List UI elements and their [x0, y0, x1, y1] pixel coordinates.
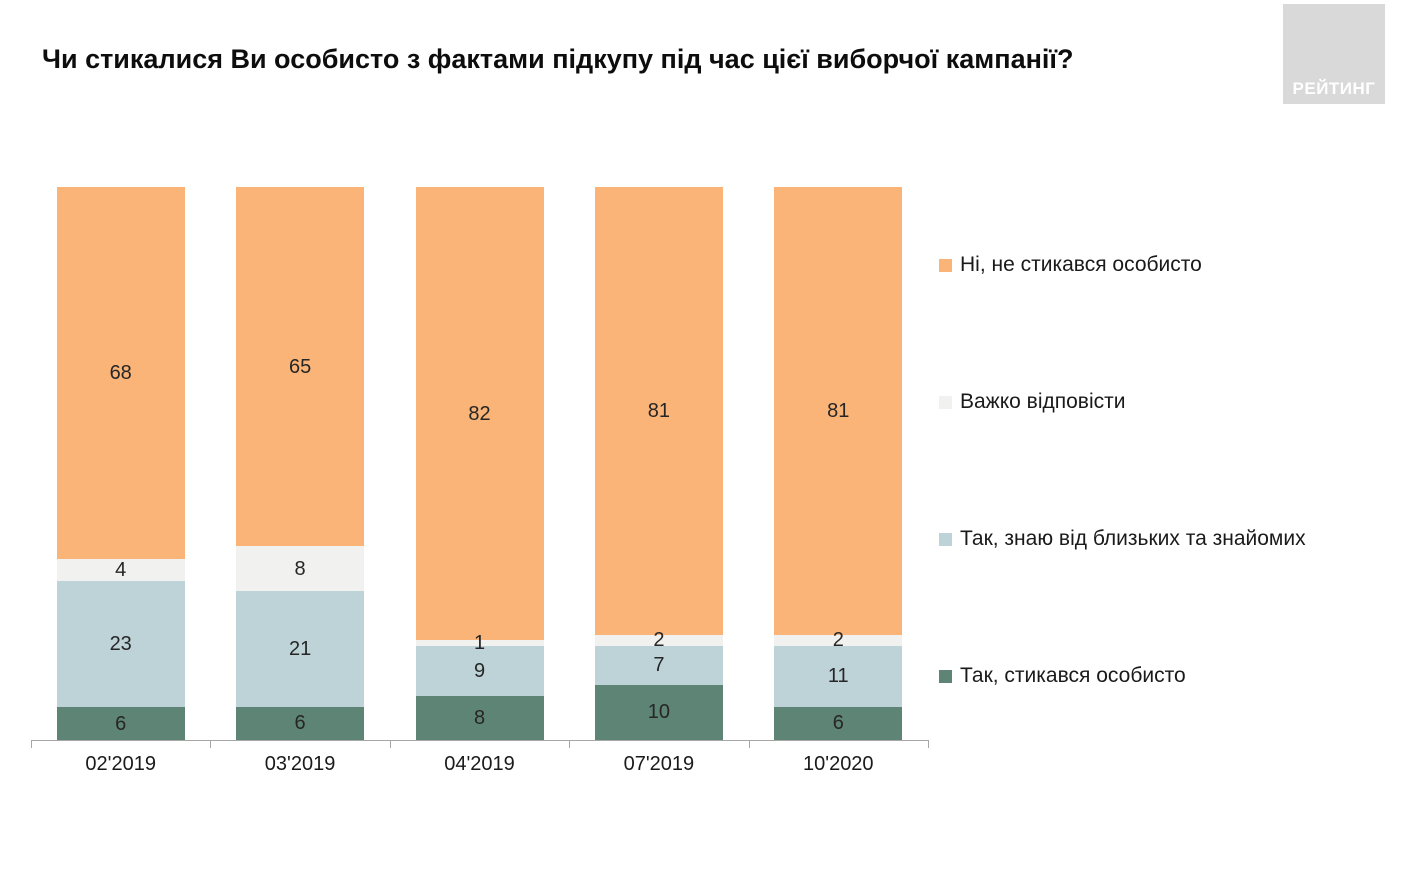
x-axis-tick	[748, 740, 750, 748]
bar-segment: 11	[774, 646, 903, 707]
segment-value-label: 4	[115, 559, 127, 582]
x-axis-tick	[928, 740, 929, 748]
segment-value-label: 81	[827, 399, 850, 422]
segment-value-label: 81	[647, 399, 671, 422]
bar-column: 6 23 4 68	[56, 187, 185, 740]
bar-segment: 82	[415, 187, 544, 641]
segment-value-label: 23	[109, 633, 132, 656]
x-axis-tick	[31, 740, 32, 748]
bar-column: 8 9 1 82	[415, 187, 544, 740]
legend-item: Так, знаю від близьких та знайомих	[939, 527, 1306, 551]
segment-value-label: 6	[115, 712, 127, 735]
segment-value-label: 7	[653, 654, 665, 677]
bar-segment: 81	[594, 187, 723, 635]
bar-segment: 6	[774, 706, 903, 740]
legend-item: Важко відповісти	[939, 390, 1125, 414]
bar-segment: 8	[415, 695, 544, 740]
legend-label: Так, стикався особисто	[960, 664, 1186, 687]
legend-swatch-icon	[939, 258, 952, 272]
segment-value-label: 82	[468, 402, 491, 425]
segment-value-label: 11	[827, 665, 849, 688]
segment-value-label: 21	[288, 637, 312, 660]
segment-value-label: 6	[294, 712, 306, 735]
x-axis-line	[31, 740, 929, 741]
x-axis-label: 03'2019	[264, 753, 336, 775]
segment-value-label: 9	[473, 659, 486, 682]
page-title: Чи стикалися Ви особисто з фактами підку…	[42, 44, 1074, 74]
x-axis-label: 07'2019	[623, 753, 695, 775]
bar-segment: 7	[594, 646, 723, 685]
legend-label: Важко відповісти	[960, 390, 1126, 413]
x-axis-label: 02'2019	[85, 753, 156, 775]
rating-logo-text: РЕЙТИНГ	[1292, 79, 1376, 98]
segment-value-label: 65	[288, 355, 312, 378]
legend-swatch-icon	[939, 395, 952, 409]
x-axis-label: 04'2019	[444, 753, 515, 775]
legend-item: Так, стикався особисто	[939, 664, 1186, 688]
bar-segment: 8	[236, 546, 365, 591]
x-axis-tick	[210, 740, 212, 748]
bar-segment: 68	[56, 187, 185, 560]
segment-value-label: 6	[832, 712, 844, 735]
segment-value-label: 8	[473, 706, 486, 729]
bar-segment: 6	[236, 706, 365, 740]
bar-segment: 2	[774, 630, 903, 650]
rating-logo: РЕЙТИНГ	[1283, 4, 1385, 104]
legend-swatch-icon	[939, 669, 952, 683]
legend-label: Так, знаю від близьких та знайомих	[960, 527, 1306, 550]
bar-segment: 65	[236, 187, 365, 547]
bar-segment: 9	[415, 646, 544, 696]
bar-column: 10 7 2 81	[594, 187, 723, 740]
legend-swatch-icon	[939, 532, 952, 546]
bar-segment: 81	[774, 187, 903, 635]
bar-segment: 2	[594, 630, 723, 650]
segment-value-label: 10	[647, 701, 671, 724]
bar-segment: 21	[236, 590, 365, 707]
legend-item: Ні, не стикався особисто	[939, 253, 1202, 277]
stacked-bar-chart: 6 23 4 68 6 21 8 65 8 9 1 82 10 7 2 81 6 11 2 81	[31, 187, 928, 740]
bar-segment: 1	[415, 633, 544, 653]
segment-value-label: 68	[109, 362, 132, 385]
legend-label: Ні, не стикався особисто	[960, 253, 1202, 276]
segment-value-label: 8	[294, 557, 306, 580]
bar-segment: 10	[594, 684, 723, 740]
bar-column: 6 11 2 81	[774, 187, 903, 740]
bar-segment: 23	[56, 581, 185, 708]
bar-segment: 4	[56, 559, 185, 582]
x-axis-tick	[569, 740, 571, 748]
bar-column: 6 21 8 65	[236, 187, 365, 740]
x-axis-label: 10'2020	[803, 753, 874, 775]
bar-segment: 6	[56, 707, 185, 740]
x-axis-tick	[389, 740, 391, 748]
